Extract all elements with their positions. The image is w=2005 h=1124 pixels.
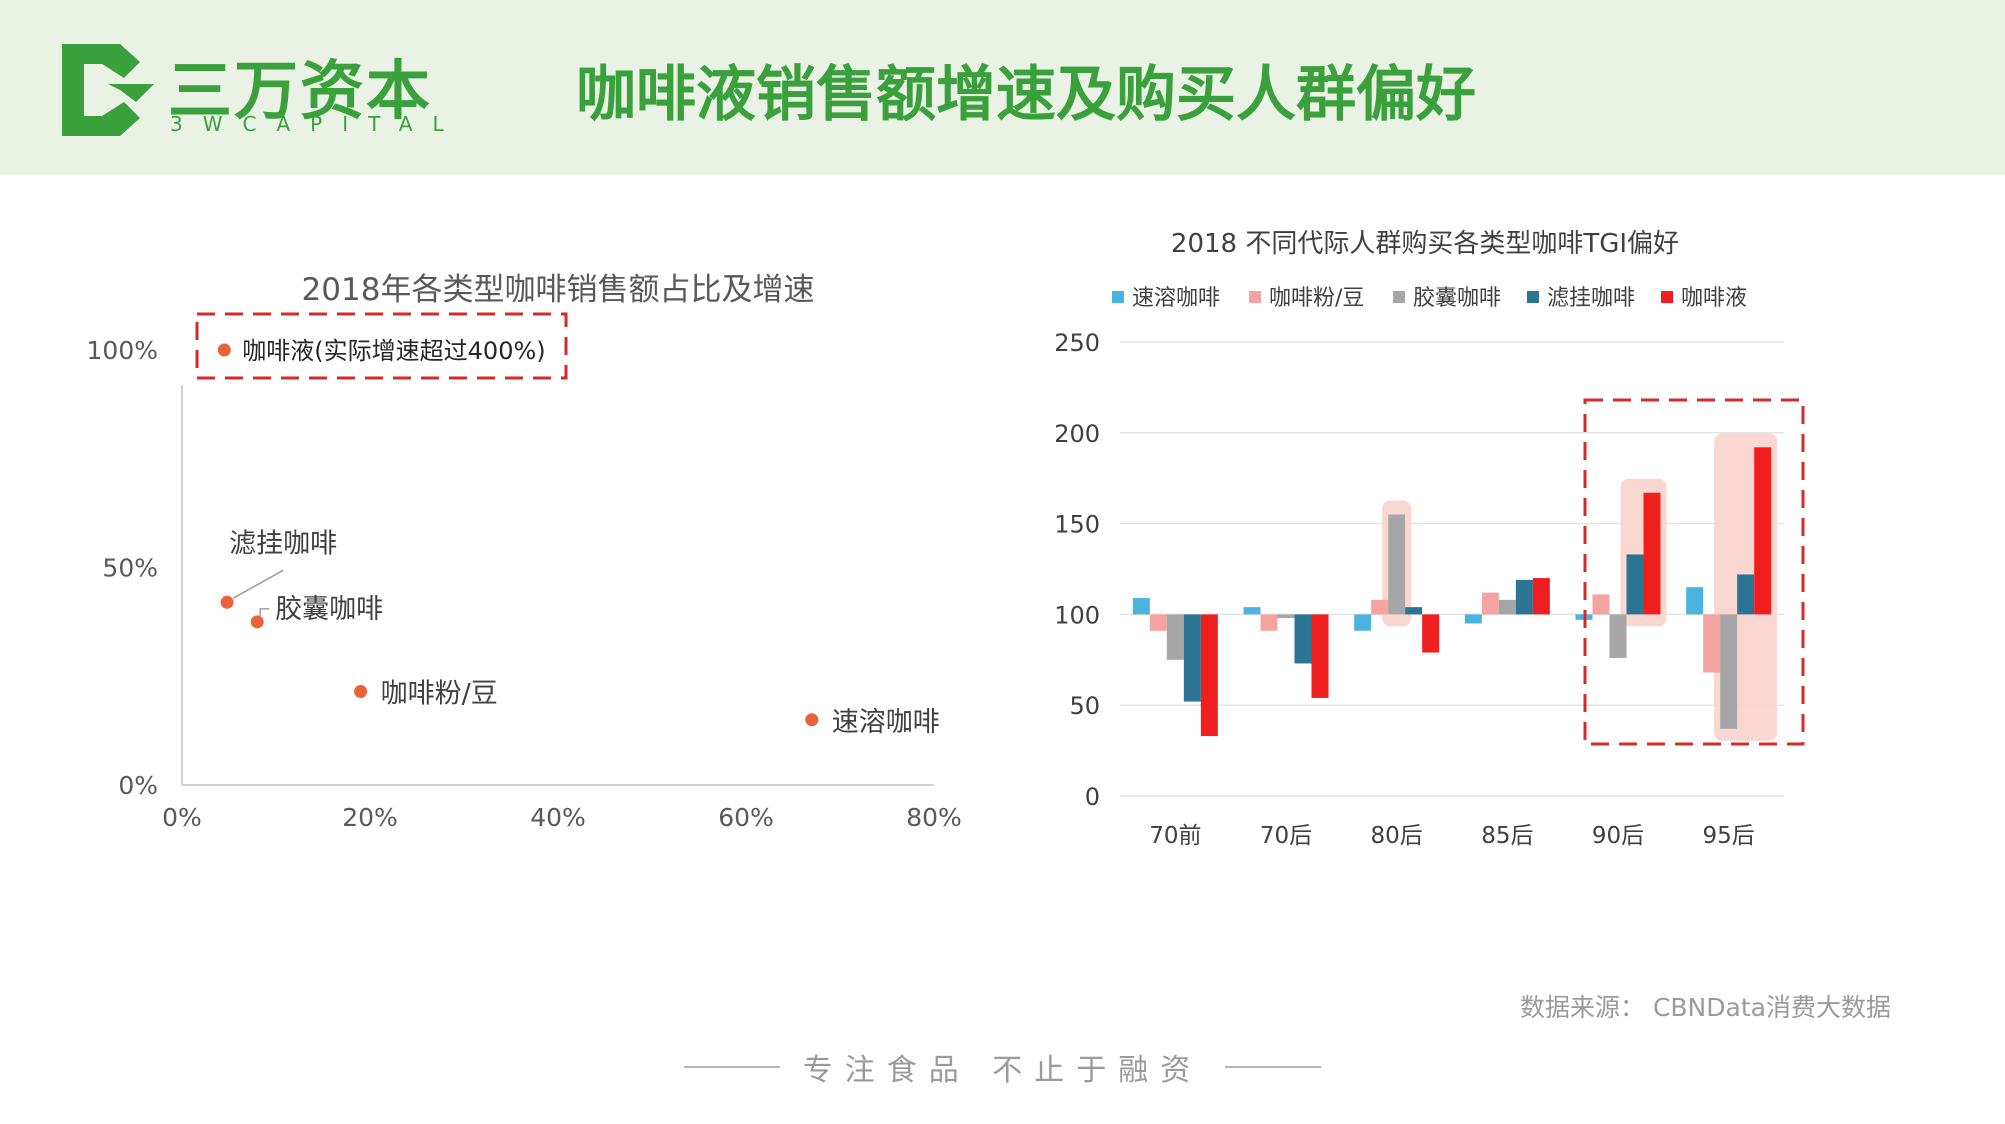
- tgi-bar: [1200, 614, 1218, 737]
- tgi-bar: [1405, 607, 1423, 615]
- tgi-bar: [1294, 614, 1312, 664]
- scatter-point-label: 咖啡粉/豆: [381, 678, 498, 709]
- logo-text: 三万资本: [168, 55, 432, 129]
- bar-y-tick: 0: [1085, 783, 1100, 811]
- bar-y-tick: 150: [1054, 511, 1100, 539]
- bar-chart-title: 2018 不同代际人群购买各类型咖啡TGI偏好: [1171, 229, 1679, 259]
- footer-slogan: 专注食品 不止于融资: [802, 1053, 1203, 1088]
- tgi-bar: [1703, 614, 1721, 673]
- legend-swatch: [1249, 291, 1261, 303]
- bar-y-tick: 200: [1054, 420, 1100, 448]
- bar-y-tick: 250: [1054, 329, 1100, 357]
- legend-swatch: [1661, 291, 1673, 303]
- tgi-bar: [1371, 599, 1389, 615]
- scatter-y-tick: 50%: [102, 554, 158, 583]
- legend-label: 滤挂咖啡: [1547, 286, 1635, 311]
- tgi-bar: [1260, 614, 1278, 631]
- tgi-bar: [1532, 578, 1550, 615]
- footer-rule-left: [683, 1066, 780, 1068]
- tgi-bar: [1592, 594, 1610, 615]
- bar-x-tick: 70后: [1260, 823, 1312, 849]
- bar-x-tick: 95后: [1703, 823, 1755, 849]
- bar-y-tick: 50: [1069, 692, 1100, 720]
- legend-label: 速溶咖啡: [1132, 286, 1220, 311]
- bar-x-tick: 85后: [1481, 823, 1533, 849]
- scatter-point-label: 滤挂咖啡: [229, 528, 337, 559]
- data-source: 数据来源： CBNData消费大数据: [1520, 993, 1891, 1022]
- tgi-bar: [1243, 607, 1261, 615]
- tgi-bar: [1498, 599, 1516, 615]
- scatter-point-label: 咖啡液(实际增速超过400%): [242, 337, 545, 365]
- tgi-bar: [1422, 614, 1440, 653]
- bar-x-tick: 70前: [1149, 823, 1201, 849]
- tgi-bar: [1626, 554, 1644, 615]
- header-bar: 三万资本 3WCAPITAL 咖啡液销售额增速及购买人群偏好: [0, 0, 2005, 175]
- scatter-leader-line: [259, 608, 270, 616]
- bar-y-tick: 100: [1054, 601, 1100, 629]
- scatter-leader-line: [232, 569, 284, 599]
- scatter-x-tick: 80%: [906, 803, 962, 832]
- tgi-bar: [1737, 574, 1755, 615]
- footer-rule-right: [1225, 1066, 1322, 1068]
- scatter-y-tick: 0%: [118, 771, 158, 800]
- tgi-bar: [1183, 614, 1201, 702]
- tgi-bar: [1481, 592, 1499, 615]
- tgi-bar: [1166, 614, 1184, 660]
- tgi-bar: [1311, 614, 1329, 698]
- tgi-bar: [1643, 492, 1661, 615]
- logo-mark-icon: [62, 44, 154, 136]
- scatter-x-tick: 20%: [342, 803, 398, 832]
- legend-swatch: [1112, 291, 1124, 303]
- tgi-bar: [1277, 614, 1295, 619]
- logo-subtext: 3WCAPITAL: [170, 112, 464, 136]
- scatter-point: [217, 343, 231, 357]
- bar-x-tick: 90后: [1592, 823, 1644, 849]
- scatter-point-label: 胶囊咖啡: [275, 594, 383, 625]
- legend-label: 胶囊咖啡: [1413, 286, 1501, 311]
- legend-label: 咖啡液: [1681, 286, 1747, 311]
- tgi-bar: [1388, 514, 1406, 615]
- scatter-point: [354, 684, 368, 698]
- tgi-bar: [1720, 614, 1738, 729]
- scatter-y-tick: 100%: [87, 336, 158, 365]
- scatter-point: [220, 595, 234, 609]
- scatter-x-tick: 0%: [162, 803, 202, 832]
- scatter-point-label: 速溶咖啡: [832, 707, 940, 738]
- tgi-bar: [1515, 579, 1533, 615]
- bar-x-tick: 80后: [1371, 823, 1423, 849]
- legend-label: 咖啡粉/豆: [1269, 286, 1364, 311]
- scatter-point: [250, 615, 264, 629]
- scatter-x-tick: 60%: [718, 803, 774, 832]
- scatter-x-tick: 40%: [530, 803, 586, 832]
- tgi-bar: [1149, 614, 1167, 631]
- tgi-bar: [1464, 614, 1482, 624]
- tgi-bar: [1754, 447, 1772, 615]
- legend-swatch: [1393, 291, 1405, 303]
- scatter-point: [805, 713, 819, 727]
- tgi-bar: [1132, 598, 1150, 615]
- legend-swatch: [1527, 291, 1539, 303]
- tgi-bar: [1609, 614, 1627, 658]
- tgi-highlight-box: [1583, 398, 1805, 746]
- tgi-bar: [1686, 587, 1704, 615]
- footer: 专注食品 不止于融资: [0, 1045, 2005, 1089]
- scatter-title: 2018年各类型咖啡销售额占比及增速: [302, 272, 815, 308]
- scatter-highlight-box: [195, 312, 568, 380]
- tgi-bar: [1354, 614, 1372, 631]
- page-title: 咖啡液销售额增速及购买人群偏好: [576, 60, 1476, 130]
